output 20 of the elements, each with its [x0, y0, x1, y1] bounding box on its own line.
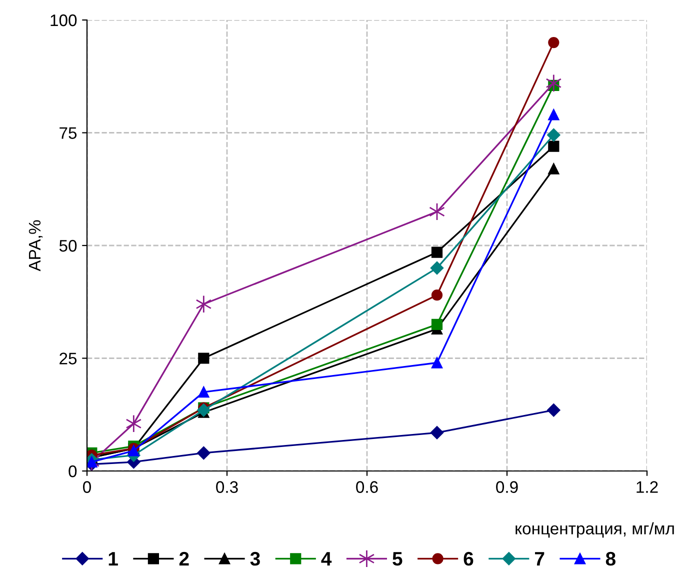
legend-label: 2 — [179, 552, 189, 566]
legend-label: 8 — [606, 552, 616, 566]
legend-label: 5 — [392, 552, 402, 566]
legend-label: 1 — [108, 552, 118, 566]
x-tick-label: 0.6 — [356, 481, 378, 493]
legend-label: 4 — [321, 552, 332, 566]
y-axis-title: АРА,% — [28, 220, 43, 272]
x-axis-title: концентрация, мг/мл — [516, 522, 674, 538]
y-tick-label: 75 — [60, 127, 77, 139]
legend-label: 3 — [250, 552, 260, 566]
legend-label: 6 — [464, 552, 474, 566]
y-tick-label: 100 — [50, 14, 77, 26]
y-tick-label: 50 — [59, 240, 77, 252]
x-tick-label: 0 — [83, 481, 91, 493]
y-tick-label: 0 — [68, 465, 77, 478]
x-tick-label: 0.9 — [496, 481, 518, 493]
x-tick-label: 1.2 — [636, 481, 658, 493]
x-tick-label: 0.3 — [216, 481, 238, 493]
y-tick-label: 25 — [60, 352, 77, 364]
legend-label: 7 — [535, 552, 544, 566]
